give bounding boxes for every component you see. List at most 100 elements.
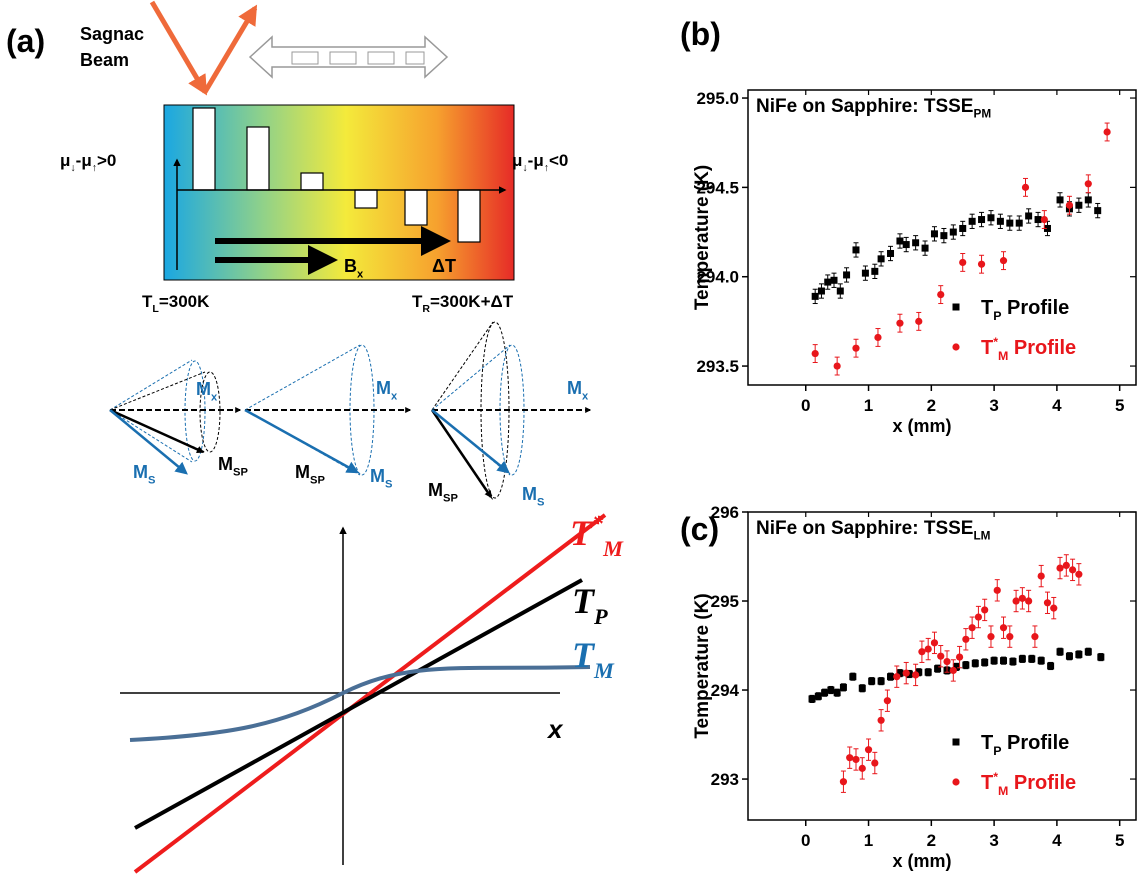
point [846, 754, 854, 762]
point [943, 657, 951, 666]
point [1103, 128, 1111, 136]
x-tick-label: 3 [989, 396, 998, 415]
point [808, 695, 816, 703]
text-part: M [218, 454, 233, 474]
point [852, 246, 860, 254]
point [1043, 599, 1052, 607]
point [858, 684, 866, 692]
point [971, 659, 979, 667]
text-part: T [572, 635, 596, 675]
subscript: R [422, 303, 430, 315]
point [1000, 657, 1008, 665]
point [887, 673, 895, 681]
point [962, 635, 970, 643]
subscript: M [998, 784, 1008, 798]
text-part: =300K [159, 292, 210, 311]
point [896, 669, 904, 677]
x-tick-label: 5 [1115, 396, 1124, 415]
y-tick-label: 294 [711, 681, 740, 700]
text-part: Profile [1001, 297, 1069, 319]
text-part: -μ [528, 151, 544, 170]
text-part: T [570, 513, 594, 553]
subscript: ↓ [522, 162, 527, 174]
cone-2 [244, 344, 412, 476]
point [1006, 219, 1014, 227]
subscript: M [593, 658, 615, 683]
text-part: NiFe on Sapphire: TSSE [756, 96, 973, 117]
point [968, 217, 976, 225]
text-part: =300K+ΔT [430, 292, 514, 311]
point [902, 669, 910, 677]
legend-label: T*M Profile [981, 770, 1076, 798]
subscript: SP [443, 492, 458, 504]
subscript: ↑ [92, 162, 97, 174]
point [833, 362, 841, 370]
subscript: x [391, 390, 398, 402]
point [849, 673, 857, 681]
chart-title: NiFe on Sapphire: TSSELM [756, 518, 991, 543]
point [918, 648, 926, 656]
legend-marker [952, 343, 960, 351]
point [1018, 594, 1026, 602]
point [949, 666, 957, 675]
point [1094, 207, 1102, 215]
text-part: Profile [1008, 772, 1076, 794]
scan-boxes [291, 51, 425, 65]
point [937, 290, 945, 299]
cone-1 [109, 359, 242, 475]
point [949, 228, 957, 236]
left-temp: TL=300K [142, 292, 210, 315]
point [981, 606, 989, 614]
point [883, 697, 891, 705]
point [830, 276, 838, 284]
point [1056, 564, 1064, 572]
point [996, 217, 1004, 225]
point [1043, 224, 1051, 232]
panel-a: (a) Sagnac Beam θT+ΔθTSSE θT-ΔθTSSE Bx Δ… [6, 0, 624, 874]
text-part: Profile [1008, 337, 1076, 359]
point [1040, 215, 1048, 224]
point [877, 255, 885, 263]
point [861, 269, 869, 277]
point [940, 232, 948, 240]
point [915, 317, 923, 325]
scan-arrow [248, 35, 449, 79]
incident-beam [149, 0, 208, 96]
text-part: NiFe on Sapphire: TSSE [756, 518, 973, 539]
point [1084, 196, 1092, 204]
y-axis-title: Temperature (K) [692, 593, 713, 738]
text-part: μ [512, 151, 522, 170]
x-tick-label: 4 [1052, 396, 1062, 415]
text-part: M [522, 484, 537, 504]
msp-label: MSP [428, 480, 458, 504]
point [1062, 561, 1070, 570]
ms-label: MS [522, 484, 544, 508]
text-part: <0 [549, 151, 568, 170]
superscript: * [993, 335, 998, 349]
x-tick-label: 2 [927, 396, 936, 415]
mx-label: Mx [376, 378, 398, 402]
y-tick-label: 293.5 [696, 357, 739, 376]
gradient-label: ΔT [432, 256, 456, 276]
point [1056, 648, 1064, 656]
subscript: x [357, 268, 364, 280]
subscript: S [385, 478, 392, 490]
legend-marker [952, 738, 960, 746]
point [852, 344, 860, 352]
spin-bars [192, 107, 481, 243]
point [921, 244, 929, 252]
mu-left: μ↓-μ↑>0 [60, 151, 116, 174]
point [1065, 201, 1074, 209]
point [1012, 597, 1020, 605]
subscript: ↑ [544, 162, 549, 174]
x-tick-label: 1 [864, 831, 873, 850]
point [1037, 657, 1045, 665]
mu-right: μ↓-μ↑<0 [512, 151, 568, 174]
x-axis-title: x (mm) [892, 851, 951, 871]
point [1037, 572, 1045, 580]
subscript: M [602, 536, 624, 561]
chart: (b) 0 1 2 3 4 5 293.5 294.0 294.5 295.0 x (mm) Tempe… [680, 16, 1137, 436]
x-tick-label: 0 [801, 831, 810, 850]
subscript: S [148, 474, 155, 486]
point [1075, 201, 1083, 209]
